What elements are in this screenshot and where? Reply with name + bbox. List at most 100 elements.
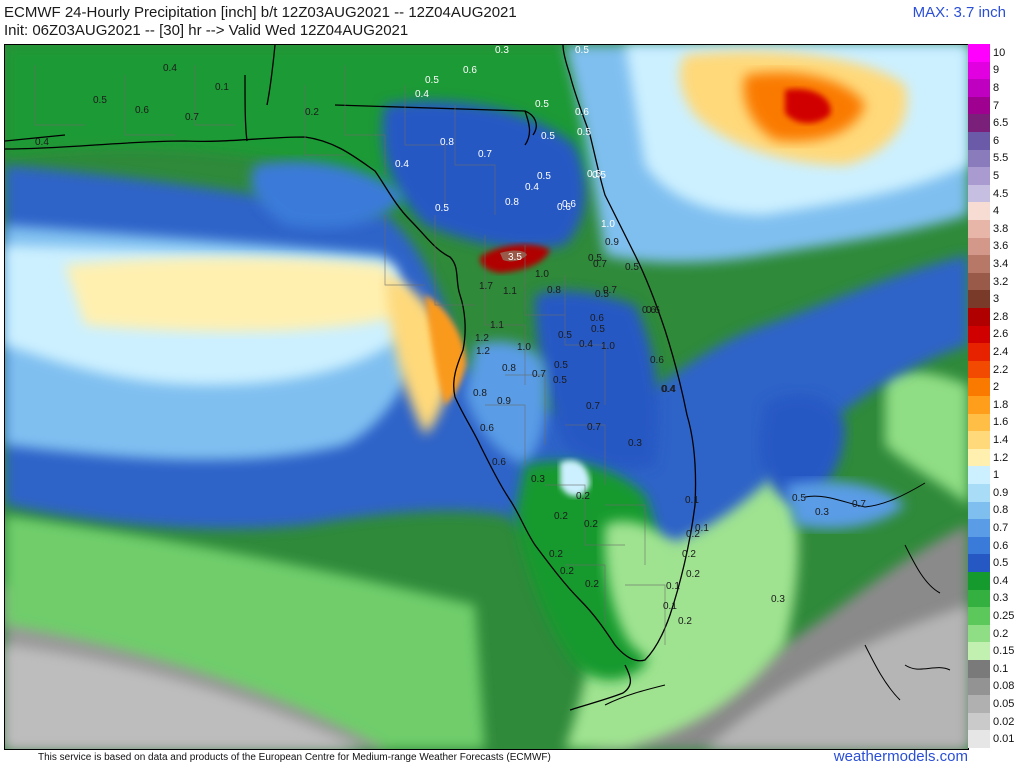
county-lines	[34, 65, 666, 645]
colorbar-swatch	[968, 325, 990, 344]
colorbar-level-label: 5.5	[993, 152, 1009, 165]
contour-value-label: 0.2	[686, 569, 700, 580]
contour-value-label: 0.4	[662, 384, 676, 395]
contour-value-label: 0.6	[463, 65, 477, 76]
colorbar-level-label: 2	[993, 381, 1000, 394]
colorbar-swatch	[968, 642, 990, 661]
colorbar-swatch	[968, 519, 990, 538]
contour-value-label: 0.6	[492, 457, 506, 468]
colorbar-swatch	[968, 501, 990, 520]
weathermodels-credit-link[interactable]: weathermodels.com	[833, 748, 968, 765]
colorbar-level-label: 2.4	[993, 346, 1009, 358]
contour-value-label: 0.1	[695, 523, 709, 534]
colorbar-level-label: 3	[993, 293, 1000, 306]
colorbar-swatch	[968, 589, 990, 608]
contour-value-label: 0.2	[560, 566, 574, 577]
colorbar-swatch	[968, 466, 990, 485]
contour-value-label: 1.2	[476, 346, 490, 357]
contour-value-label: 0.9	[605, 237, 619, 248]
contour-value-label: 0.4	[525, 182, 539, 193]
contour-value-label: 0.5	[575, 45, 589, 56]
precip-colorbar	[968, 44, 990, 749]
contour-value-label: 0.7	[852, 499, 866, 510]
colorbar-level-label: 0.01	[993, 733, 1015, 746]
contour-value-label: 0.5	[435, 203, 449, 214]
contour-value-label: 0.1	[215, 82, 229, 93]
contour-value-label: 0.6	[650, 355, 664, 366]
colorbar-level-label: 2.6	[993, 328, 1009, 341]
contour-value-label: 0.2	[682, 549, 696, 560]
colorbar-swatch	[968, 554, 990, 573]
contour-value-label: 1.0	[517, 342, 531, 353]
contour-value-label: 1.7	[479, 281, 493, 292]
contour-value-label: 0.6	[480, 423, 494, 434]
contour-value-label: 0.7	[587, 422, 601, 433]
contour-value-label: 0.2	[549, 549, 563, 560]
colorbar-swatch	[968, 660, 990, 679]
contour-value-label: 0.8	[547, 285, 561, 296]
colorbar-level-label: 3.4	[993, 258, 1009, 270]
coastline-borders	[5, 45, 697, 711]
colorbar-level-label: 0.1	[993, 662, 1009, 675]
colorbar-swatch	[968, 220, 990, 239]
contour-value-label: 0.6	[557, 202, 571, 213]
colorbar-swatch	[968, 624, 990, 643]
contour-value-label: 0.5	[592, 170, 606, 181]
colorbar-level-label: 3.6	[993, 240, 1009, 253]
contour-value-label: 0.5	[792, 493, 806, 504]
contour-value-label: 0.1	[685, 495, 699, 506]
contour-value-label: 0.5	[625, 262, 639, 273]
colorbar-level-label: 0.4	[993, 574, 1009, 587]
contour-value-label: 0.4	[163, 63, 177, 74]
contour-value-label: 0.6	[646, 305, 660, 316]
contour-value-label: 0.5	[588, 253, 602, 264]
colorbar-swatch	[968, 96, 990, 115]
contour-value-label: 0.6	[575, 107, 589, 118]
colorbar-swatch	[968, 431, 990, 450]
colorbar-level-label: 0.9	[993, 486, 1009, 499]
contour-value-label: 0.5	[554, 360, 568, 371]
colorbar-level-label: 1.2	[993, 451, 1009, 464]
contour-value-label: 0.8	[473, 388, 487, 399]
caribbean-islands	[604, 482, 951, 706]
map-canvas: 0.40.50.60.70.40.20.10.3 0.50.60.50.40.50…	[5, 45, 968, 749]
contour-value-label: 0.3	[531, 474, 545, 485]
colorbar-swatch	[968, 290, 990, 309]
colorbar-swatch	[968, 343, 990, 362]
colorbar-level-label: 0.7	[993, 522, 1009, 534]
colorbar-swatch	[968, 695, 990, 714]
colorbar-level-label: 6	[993, 134, 1000, 147]
colorbar-swatch	[968, 413, 990, 432]
contour-value-label: 0.1	[666, 581, 680, 592]
colorbar-swatch	[968, 730, 990, 749]
colorbar-swatch	[968, 360, 990, 379]
colorbar-level-label: 3.8	[993, 222, 1009, 235]
colorbar-swatch	[968, 114, 990, 133]
contour-value-label: 0.4	[415, 89, 429, 100]
colorbar-swatch	[968, 237, 990, 256]
contour-value-label: 0.9	[497, 396, 511, 407]
colorbar-level-label: 4	[993, 205, 1000, 218]
ecmwf-disclaimer: This service is based on data and produc…	[38, 752, 551, 763]
contour-value-label: 3.5	[508, 252, 522, 263]
colorbar-swatch	[968, 308, 990, 327]
colorbar-level-label: 1.8	[993, 398, 1009, 411]
contour-value-label: 0.2	[585, 579, 599, 590]
contour-value-label: 0.7	[478, 149, 492, 160]
colorbar-level-label: 8	[993, 82, 1000, 94]
contour-value-label: 0.2	[576, 491, 590, 502]
contour-value-label: 0.5	[93, 95, 107, 106]
contour-value-label: 0.5	[577, 127, 591, 138]
colorbar-swatch	[968, 677, 990, 696]
colorbar-swatch	[968, 607, 990, 626]
colorbar-level-label: 0.08	[993, 680, 1015, 693]
colorbar-level-label: 7	[993, 99, 1000, 112]
colorbar-level-label: 0.15	[993, 645, 1015, 658]
colorbar-level-label: 6.5	[993, 117, 1009, 130]
contour-value-label: 0.3	[495, 45, 509, 56]
colorbar-swatch	[968, 378, 990, 397]
colorbar-level-label: 0.05	[993, 698, 1015, 710]
contour-value-label: 1.0	[535, 269, 549, 280]
contour-value-label: 0.8	[502, 363, 516, 374]
precip-field	[5, 45, 968, 749]
